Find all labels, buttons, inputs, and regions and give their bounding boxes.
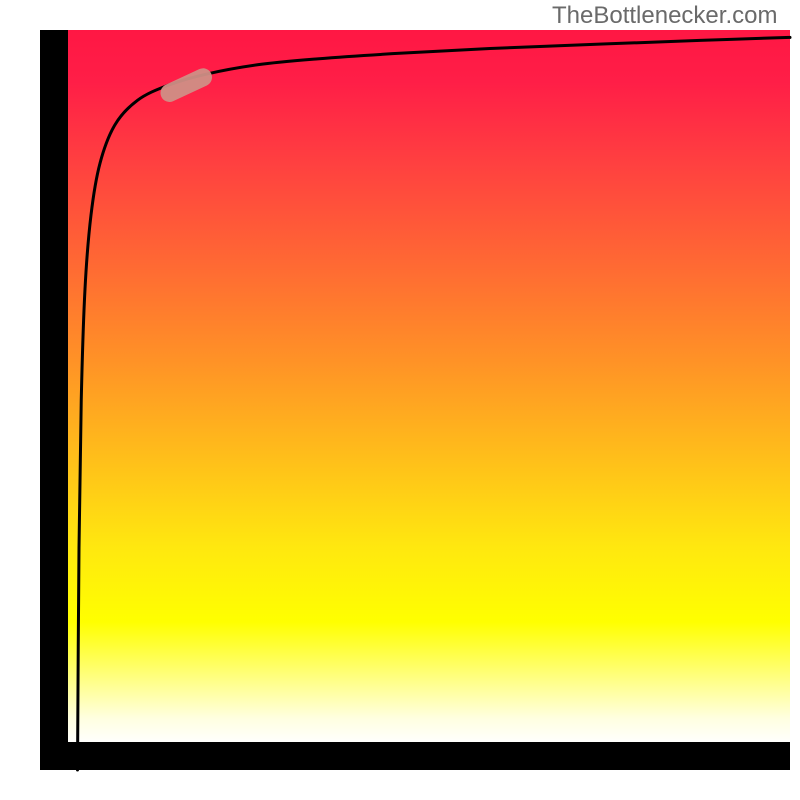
plot-background [40,30,790,770]
watermark-label: TheBottlenecker.com [552,2,777,30]
frame-bottom [40,742,790,770]
chart-stage: TheBottlenecker.com [0,0,800,800]
frame-left [40,30,68,770]
chart-svg [0,0,800,800]
